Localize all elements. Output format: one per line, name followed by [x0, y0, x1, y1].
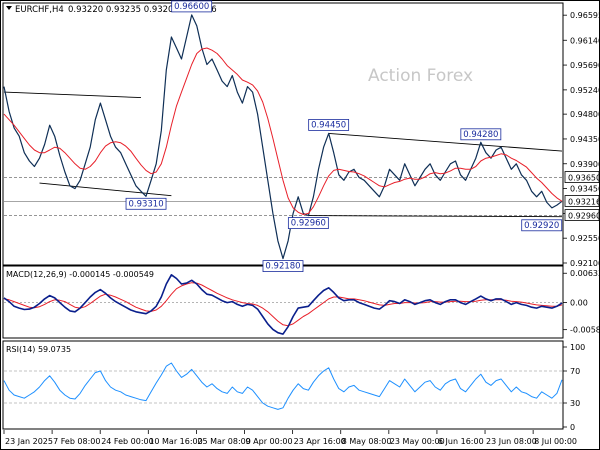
price-annotation-label: 0.92920	[524, 221, 559, 231]
price-line	[3, 14, 563, 260]
macd-series	[3, 273, 563, 335]
price-annotation-label: 0.96600	[174, 2, 209, 12]
price-annotation-label: 0.92180	[265, 262, 300, 272]
time-axis-label: 10 Mar 16:00	[149, 437, 202, 446]
rsi-axis-label: 100	[570, 343, 585, 352]
macd-axis: 0.006332 0.00 -0.005845	[563, 269, 600, 335]
macd-axis-label: 0.00	[570, 299, 588, 308]
price-tag-box	[564, 171, 600, 183]
price-series	[3, 14, 563, 260]
macd-header: MACD(12,26,9) -0.000145 -0.000549	[6, 270, 154, 279]
time-axis-label: 25 Mar 08:00	[197, 437, 250, 446]
time-axis-label: 8 May 08:00	[342, 437, 392, 446]
macd-axis-label: -0.005845	[570, 326, 600, 335]
price-annotation-box	[308, 119, 350, 131]
time-axis-label: 24 Feb 00:00	[101, 437, 153, 446]
price-axis-label: 0.92100	[570, 259, 600, 268]
price-annotation-box	[171, 0, 213, 13]
trendlines	[3, 91, 563, 218]
price-annotation-label: 0.93310	[128, 199, 163, 209]
trendline-lower-right-support	[308, 215, 563, 218]
moving-average-line	[3, 47, 563, 215]
time-axis-label: 23 Jun 08:00	[486, 437, 537, 446]
rsi-header: RSI(14) 59.0735	[6, 345, 71, 354]
price-tag-label: 0.93216	[568, 197, 600, 206]
chart-ohlc: 0.93220 0.93235 0.93204 0.93216	[68, 5, 217, 15]
price-axis-label: 0.93450	[570, 185, 600, 194]
price-tag-label: 0.92960	[568, 212, 600, 221]
price-annotation-box	[125, 197, 167, 210]
trendline-lower-left-channel	[39, 182, 172, 197]
price-tag-label: 0.93650	[568, 174, 600, 183]
rsi-axis-label: 70	[570, 367, 580, 376]
collapse-triangle-icon[interactable]	[6, 6, 12, 10]
macd-signal-line	[3, 282, 563, 327]
rsi-axis-label: 0	[570, 423, 575, 432]
time-axis-label: 23 May 00:00	[390, 437, 445, 446]
price-axis-label: 0.92550	[570, 234, 600, 243]
price-axis-label: 0.95690	[570, 61, 600, 70]
rsi-panel-frame	[2, 340, 564, 430]
price-axis-label: 0.94800	[570, 110, 600, 119]
trendline-upper-right-triangle	[328, 132, 563, 152]
price-annotation-label: 0.94450	[311, 120, 346, 130]
price-annotation-box	[460, 128, 502, 141]
price-axis-label: 0.96140	[570, 36, 600, 45]
price-axis-label: 0.96595	[570, 11, 600, 20]
rsi-axis: 100 70 30 0	[563, 343, 585, 432]
price-axis-label: 0.94350	[570, 135, 600, 144]
rsi-line	[3, 362, 563, 410]
rsi-axis-label: 30	[570, 399, 580, 408]
price-axis-label: 0.93900	[570, 160, 600, 169]
watermark: Action Forex	[368, 66, 473, 86]
price-tag-box	[564, 195, 600, 207]
price-annotation-label: 0.94280	[463, 130, 498, 140]
time-axis-label: 9 Apr 00:00	[246, 437, 293, 446]
macd-line	[3, 273, 563, 335]
time-axis-label: 8 Jul 00:00	[534, 437, 577, 446]
trendline-upper-left-channel	[3, 91, 141, 99]
price-axis: 0.96595 0.96140 0.95690 0.95240 0.94800 0.943…	[563, 11, 600, 268]
price-annotations: 0.96600 0.93310 0.92180 0.94450 0.92960 0.942…	[125, 0, 563, 272]
price-tag-box	[564, 209, 600, 221]
time-axis-label: 6 Jun 16:00	[438, 437, 484, 446]
price-annotation-box	[287, 217, 329, 229]
time-axis-label: 7 Feb 08:00	[53, 437, 100, 446]
chart-symbol: EURCHF,H4	[15, 5, 64, 15]
rsi-series	[3, 362, 563, 410]
macd-axis-label: 0.006332	[570, 269, 600, 278]
price-axis-label: 0.95240	[570, 86, 600, 95]
price-annotation-label: 0.92960	[291, 219, 326, 229]
time-axis-label: 23 Jan 2025	[5, 437, 53, 446]
time-axis-label: 23 Apr 16:00	[294, 437, 346, 446]
price-annotation-box	[262, 260, 304, 272]
price-levels	[4, 177, 562, 216]
price-annotation-box	[521, 219, 563, 232]
